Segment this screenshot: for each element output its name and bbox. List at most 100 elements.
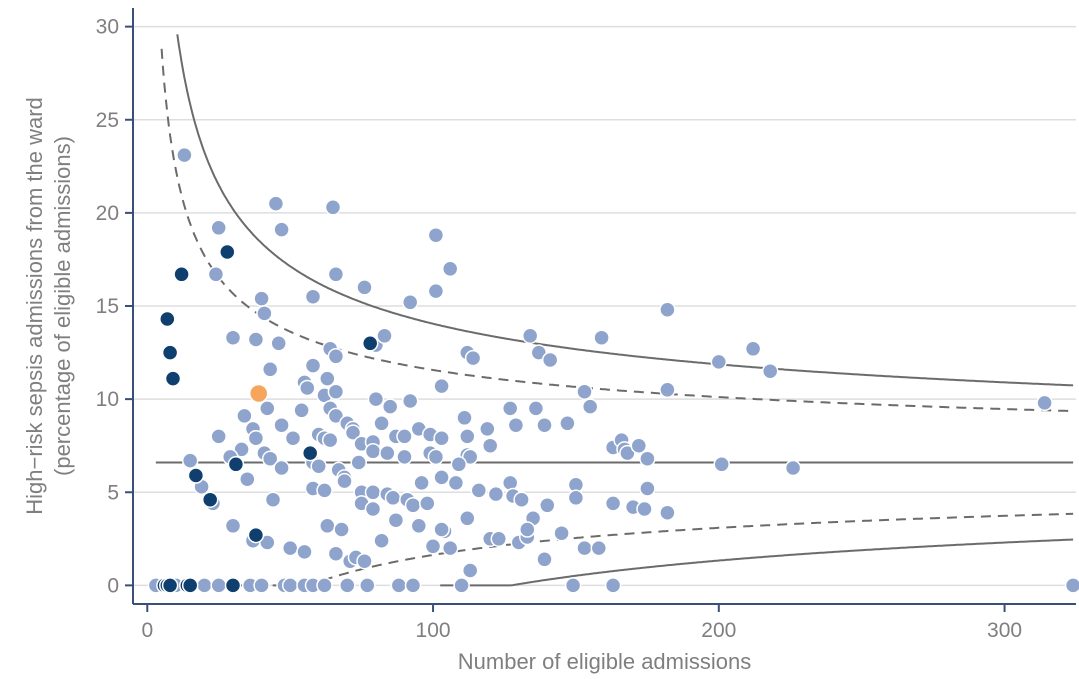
point-main-159: [356, 552, 373, 570]
inner-upper-limit: [160, 48, 1074, 413]
point-main-180: [339, 577, 356, 594]
point-main-86: [713, 456, 730, 473]
point-main-48: [259, 400, 276, 417]
point-main-7: [256, 305, 273, 322]
point-outside-limits-0: [159, 310, 176, 328]
point-main-51: [327, 407, 345, 425]
point-main-107: [470, 482, 488, 499]
point-main-89: [261, 450, 279, 467]
gridlines: [133, 25, 1076, 587]
point-main-71: [433, 429, 450, 447]
point-main-98: [396, 448, 413, 466]
point-outside-limits-1: [161, 344, 179, 361]
point-outside-limits-13: [161, 577, 179, 594]
point-main-141: [459, 510, 476, 527]
point-main-129: [316, 482, 333, 499]
y-axis-title-line-2: (percentage of eligible admissions): [50, 136, 75, 476]
x-axis-title: Number of eligible admissions: [458, 649, 751, 674]
point-main-138: [419, 495, 436, 512]
point-main-121: [659, 504, 676, 521]
point-highlighted-0: [248, 383, 269, 404]
point-main-100: [427, 448, 445, 466]
point-outside-limits-2: [164, 370, 182, 387]
point-main-156: [327, 545, 345, 562]
point-main-187: [1064, 577, 1079, 594]
point-main-33: [761, 362, 779, 380]
y-tick-label-30: 30: [96, 16, 119, 39]
x-tick-label-0: 0: [141, 619, 153, 642]
point-main-58: [233, 441, 250, 458]
point-main-18: [261, 361, 279, 378]
point-main-30: [593, 329, 610, 346]
point-main-155: [319, 517, 336, 535]
point-main-127: [264, 491, 282, 508]
point-main-160: [333, 521, 350, 538]
point-main-162: [373, 532, 390, 549]
point-main-111: [513, 491, 530, 508]
point-main-63: [344, 424, 362, 441]
point-main-113: [539, 497, 556, 514]
point-main-31: [659, 301, 676, 318]
point-main-148: [576, 539, 593, 557]
point-main-164: [410, 517, 428, 535]
outer-upper-limit: [176, 34, 1074, 387]
point-main-26: [464, 349, 482, 367]
point-main-126: [239, 470, 256, 488]
point-main-1: [210, 219, 227, 237]
axes: [125, 8, 1076, 612]
point-main-28: [530, 344, 548, 361]
y-tick-label-0: 0: [107, 574, 119, 597]
point-main-137: [413, 474, 430, 492]
point-main-122: [181, 452, 199, 469]
point-main-45: [381, 398, 399, 415]
y-tick-label-15: 15: [96, 295, 119, 318]
point-main-182: [390, 577, 408, 594]
point-main-21: [304, 357, 322, 374]
point-main-27: [521, 327, 539, 345]
point-main-168: [364, 500, 382, 518]
x-tick-label-100: 100: [416, 619, 451, 642]
point-main-163: [387, 511, 405, 529]
y-tick-label-5: 5: [107, 481, 119, 504]
point-main-5: [207, 266, 225, 283]
point-main-105: [433, 469, 450, 486]
point-main-95: [350, 454, 367, 471]
y-tick-label-25: 25: [96, 109, 119, 132]
point-main-4: [324, 199, 342, 216]
point-main-57: [210, 428, 227, 445]
point-main-34: [710, 353, 728, 371]
point-main-74: [479, 420, 496, 438]
point-main-32: [744, 340, 762, 358]
point-main-165: [424, 538, 442, 555]
point-main-3: [273, 221, 290, 238]
x-tick-label-200: 200: [701, 619, 736, 642]
point-main-49: [293, 402, 310, 419]
point-main-0: [176, 146, 193, 164]
point-main-75: [501, 400, 519, 417]
point-main-87: [784, 459, 802, 477]
point-main-171: [196, 577, 213, 594]
point-main-72: [456, 409, 473, 427]
point-main-140: [441, 539, 459, 557]
point-main-77: [527, 400, 545, 417]
point-main-36: [659, 381, 676, 399]
point-main-16: [247, 331, 265, 348]
data-points: [147, 146, 1079, 594]
point-main-184: [453, 577, 470, 594]
point-main-90: [273, 459, 290, 477]
point-main-10: [327, 266, 345, 283]
point-main-117: [604, 495, 622, 512]
point-main-149: [590, 539, 608, 557]
point-main-76: [507, 416, 525, 434]
point-main-15: [224, 329, 242, 346]
point-main-39: [433, 377, 450, 395]
point-outside-limits-15: [181, 577, 199, 594]
point-main-132: [364, 484, 382, 501]
point-main-46: [401, 392, 419, 410]
point-main-103: [481, 437, 499, 454]
point-main-44: [367, 390, 385, 408]
point-outside-limits-7: [227, 456, 245, 473]
point-main-17: [270, 335, 287, 352]
point-main-181: [359, 577, 376, 594]
